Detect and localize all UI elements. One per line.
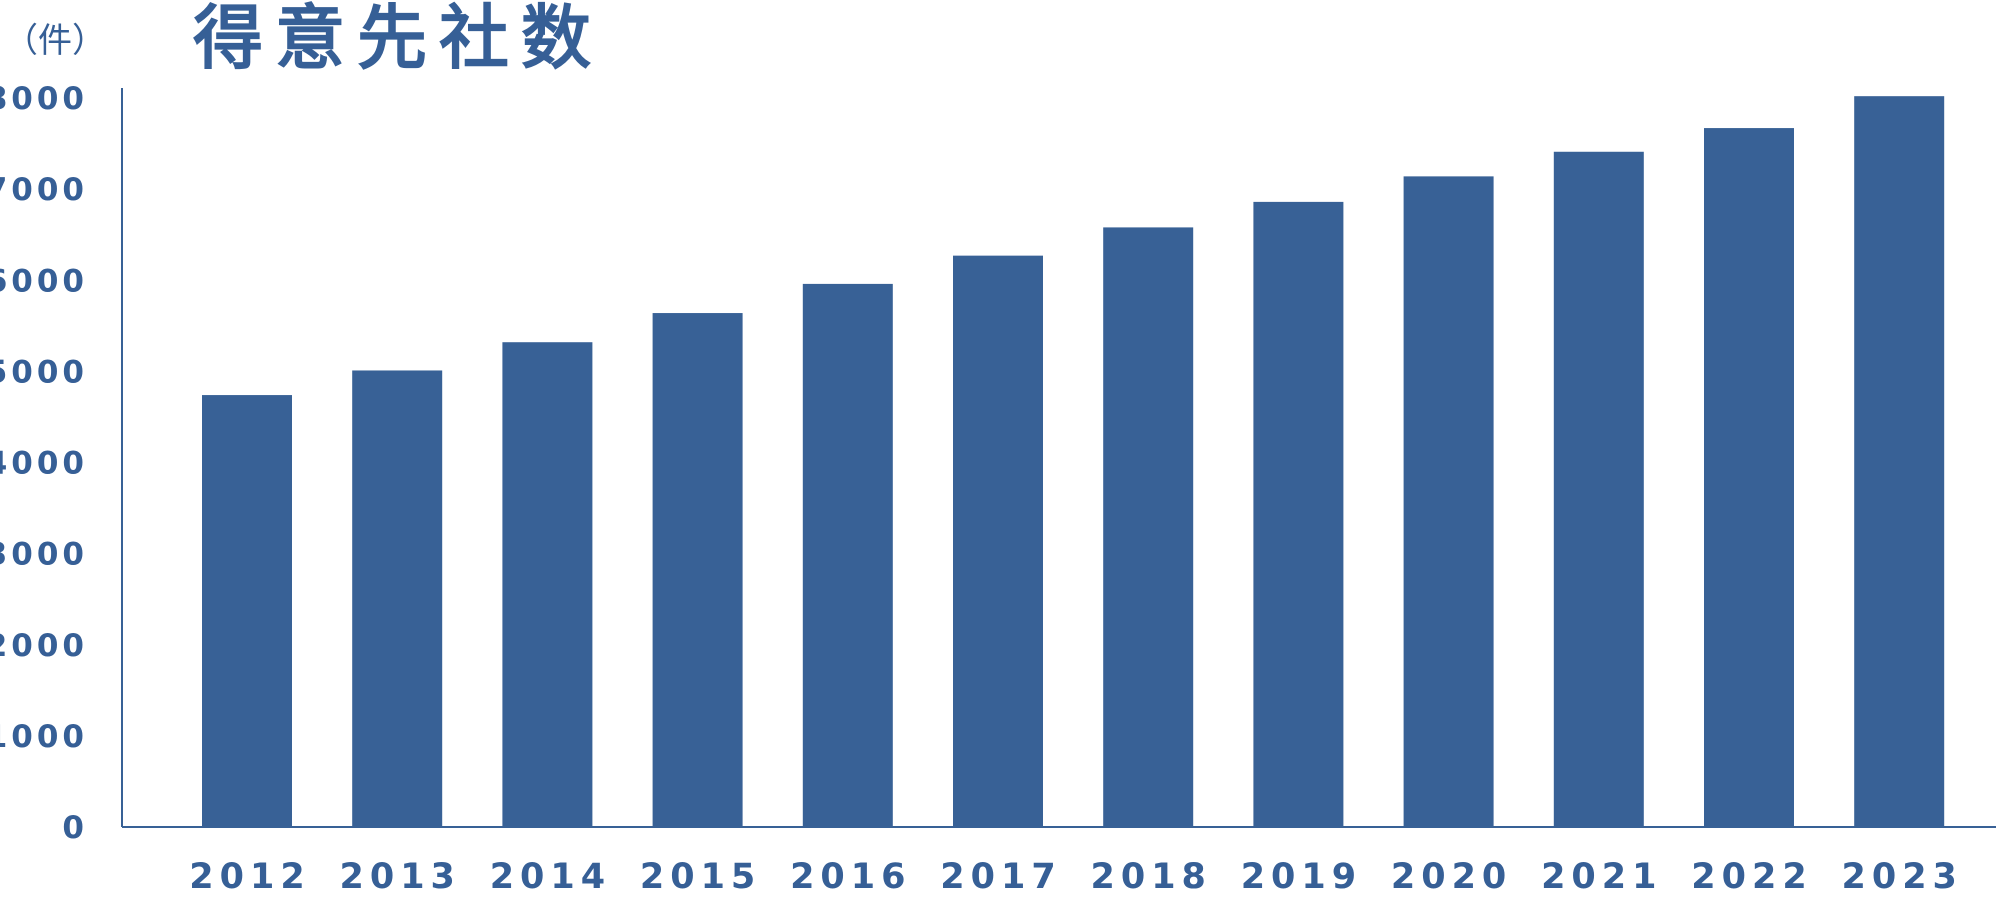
x-tick-label: 2021 bbox=[1541, 857, 1662, 897]
bar-2020 bbox=[1403, 176, 1494, 827]
y-axis-ticks: 0 1000 2000 3000 4000 5000 6000 7000 8000 bbox=[0, 81, 88, 846]
bar-2018 bbox=[1103, 227, 1194, 827]
bar-2019 bbox=[1253, 201, 1344, 827]
y-tick-label: 8000 bbox=[0, 81, 88, 117]
bar-2015 bbox=[652, 313, 743, 827]
bar-2017 bbox=[953, 255, 1043, 828]
y-tick-label: 2000 bbox=[0, 628, 88, 664]
bar-2013 bbox=[352, 370, 443, 827]
x-tick-label: 2012 bbox=[189, 857, 310, 897]
bar-2022 bbox=[1704, 128, 1794, 828]
bar-2023 bbox=[1854, 96, 1945, 828]
x-tick-label: 2017 bbox=[940, 857, 1061, 897]
y-tick-label: 5000 bbox=[0, 354, 88, 390]
y-tick-label: 0 bbox=[62, 810, 88, 846]
x-tick-label: 2018 bbox=[1090, 857, 1211, 897]
bar-2012 bbox=[202, 395, 292, 827]
x-tick-label: 2013 bbox=[339, 857, 460, 897]
bar-2016 bbox=[802, 283, 893, 827]
x-axis-ticks: 2012 2013 2014 2015 2016 2017 2018 2019 2020 2021… bbox=[189, 857, 1962, 897]
x-tick-label: 2023 bbox=[1841, 857, 1962, 897]
x-tick-label: 2022 bbox=[1691, 857, 1812, 897]
y-tick-label: 1000 bbox=[0, 719, 88, 755]
y-tick-label: 6000 bbox=[0, 263, 88, 299]
chart-title: 得意先社数 bbox=[193, 0, 603, 79]
x-tick-label: 2015 bbox=[640, 857, 761, 897]
y-tick-label: 3000 bbox=[0, 537, 88, 573]
bar-2014 bbox=[502, 342, 593, 827]
x-tick-label: 2019 bbox=[1241, 857, 1362, 897]
bar-2021 bbox=[1553, 151, 1644, 828]
bars bbox=[202, 96, 1945, 828]
y-unit-label: （件） bbox=[4, 21, 106, 61]
y-tick-label: 7000 bbox=[0, 172, 88, 208]
x-tick-label: 2014 bbox=[490, 857, 611, 897]
x-tick-label: 2020 bbox=[1391, 857, 1512, 897]
y-tick-label: 4000 bbox=[0, 446, 88, 482]
x-tick-label: 2016 bbox=[790, 857, 911, 897]
